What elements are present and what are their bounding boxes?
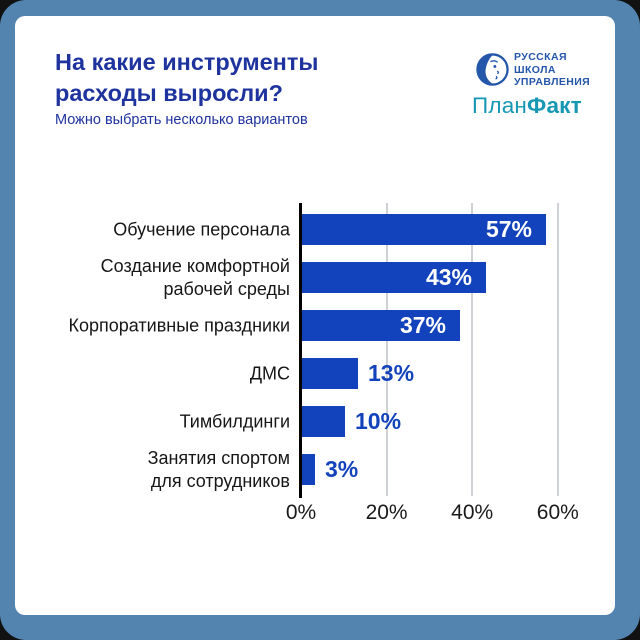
x-axis-tick-label: 0% bbox=[285, 501, 317, 524]
bar bbox=[302, 406, 345, 437]
page-subtitle: Можно выбрать несколько вариантов bbox=[55, 112, 308, 128]
y-axis-line bbox=[299, 203, 302, 498]
rsu-line-1: РУССКАЯ bbox=[514, 51, 567, 63]
bar-value-label: 43% bbox=[425, 264, 472, 290]
gridline-20 bbox=[385, 203, 388, 496]
category-label: Обучение персонала bbox=[113, 219, 290, 239]
bar bbox=[302, 358, 358, 389]
bar bbox=[302, 454, 315, 485]
x-axis-tick-label: 60% bbox=[536, 501, 579, 524]
planfact-part1: План bbox=[472, 93, 528, 118]
bar bbox=[302, 262, 486, 293]
rsu-line-2: ШКОЛА bbox=[514, 63, 556, 76]
rsu-logo: РУССКАЯ ШКОЛА УПРАВЛЕНИЯ bbox=[476, 51, 590, 89]
category-label: Корпоративные праздники bbox=[68, 315, 291, 335]
page-title: На какие инструменты расходы выросли? bbox=[55, 49, 319, 106]
rsu-logo-text: РУССКАЯ ШКОЛА УПРАВЛЕНИЯ bbox=[514, 51, 590, 89]
bar-value-label: 37% bbox=[399, 312, 446, 338]
category-label: ДМС bbox=[249, 363, 290, 383]
gridline-40 bbox=[471, 203, 474, 496]
rsu-face-icon bbox=[476, 53, 509, 86]
planfact-part2: Факт bbox=[527, 93, 582, 118]
category-label: Тимбилдинги bbox=[179, 411, 290, 431]
bar-value-label: 13% bbox=[368, 360, 415, 386]
bar bbox=[302, 214, 546, 245]
bar-value-label: 57% bbox=[485, 216, 532, 242]
bar-value-label: 10% bbox=[355, 408, 402, 434]
gridline-60 bbox=[556, 203, 559, 496]
rsu-line-3: УПРАВЛЕНИЯ bbox=[514, 76, 591, 88]
x-axis-tick-label: 40% bbox=[451, 501, 494, 524]
category-label: Создание комфортной рабочей среды bbox=[100, 255, 290, 299]
x-axis-tick-label: 20% bbox=[365, 501, 408, 524]
planfact-logo: ПланФакт bbox=[472, 93, 582, 119]
bar bbox=[302, 310, 460, 341]
category-label: Занятия спортом для сотрудников bbox=[147, 447, 290, 491]
bar-value-label: 3% bbox=[325, 456, 359, 482]
